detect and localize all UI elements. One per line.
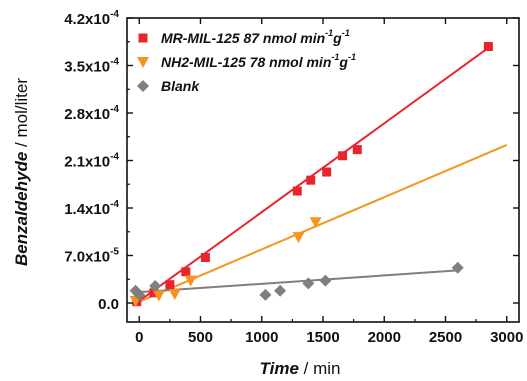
data-point-series-2 bbox=[451, 261, 464, 274]
data-point-series-1 bbox=[152, 290, 165, 302]
axes: 0 500 1000 1500 2000 2500 3000 0.0 7.0x10-5 1.4x1… bbox=[64, 9, 523, 346]
legend-label-0: MR-MIL-125 87 nmol min-1g-1 bbox=[161, 28, 350, 46]
data-point-series-0 bbox=[322, 167, 332, 177]
x-axis-title-main: Time bbox=[260, 359, 299, 378]
y-tick-label: 7.0x10-5 bbox=[64, 247, 119, 266]
y-axis-title: Benzaldehyde / mol/liter bbox=[12, 78, 31, 266]
legend-label-1: NH2-MIL-125 78 nmol min-1g-1 bbox=[161, 52, 356, 70]
data-point-series-2 bbox=[302, 277, 315, 290]
y-axis-title-unit: / mol/liter bbox=[12, 78, 31, 152]
x-tick-label: 2500 bbox=[429, 329, 462, 346]
fit-line-0 bbox=[138, 47, 489, 302]
fit-line-1 bbox=[138, 143, 508, 303]
y-tick-label: 2.1x10-4 bbox=[64, 152, 119, 171]
legend-marker-2 bbox=[137, 80, 149, 92]
x-tick-label: 500 bbox=[188, 329, 213, 346]
y-tick-label: 0.0 bbox=[98, 296, 119, 313]
legend-marker-0 bbox=[138, 33, 148, 43]
y-tick-label: 4.2x10-4 bbox=[64, 9, 119, 28]
data-point-series-2 bbox=[274, 284, 287, 297]
data-point-series-1 bbox=[184, 275, 197, 287]
data-point-series-2 bbox=[149, 280, 162, 293]
y-tick-label: 2.8x10-4 bbox=[64, 104, 119, 123]
x-tick-label: 1500 bbox=[306, 329, 339, 346]
x-tick-label: 2000 bbox=[368, 329, 401, 346]
y-tick-label: 3.5x10-4 bbox=[64, 57, 119, 76]
data-point-series-0 bbox=[165, 280, 175, 290]
x-tick-label: 0 bbox=[135, 329, 143, 346]
data-point-series-2 bbox=[319, 274, 332, 287]
data-point-series-2 bbox=[133, 288, 146, 301]
x-tick-label: 1000 bbox=[245, 329, 278, 346]
x-tick-label: 3000 bbox=[490, 329, 523, 346]
data-point-series-0 bbox=[181, 267, 191, 277]
data-point-series-0 bbox=[483, 42, 493, 51]
data-point-series-1 bbox=[292, 232, 305, 244]
data-point-series-0 bbox=[352, 145, 362, 155]
x-axis-title: Time / min bbox=[260, 359, 341, 378]
fit-line-2 bbox=[139, 269, 458, 294]
y-tick-label: 1.4x10-4 bbox=[64, 199, 119, 218]
data-point-series-2 bbox=[259, 288, 272, 301]
data-point-series-0 bbox=[292, 186, 302, 196]
data-point-series-0 bbox=[306, 175, 316, 185]
x-axis-title-unit: / min bbox=[299, 359, 341, 378]
data-point-series-1 bbox=[309, 217, 322, 229]
data-points bbox=[129, 42, 493, 307]
data-point-series-0 bbox=[338, 151, 348, 161]
y-axis-title-main: Benzaldehyde bbox=[12, 152, 31, 266]
fit-lines bbox=[138, 47, 508, 303]
data-point-series-1 bbox=[168, 289, 181, 301]
legend-marker-1 bbox=[137, 57, 149, 68]
legend: MR-MIL-125 87 nmol min-1g-1 NH2-MIL-125 7… bbox=[137, 28, 356, 94]
legend-label-2: Blank bbox=[161, 78, 200, 94]
data-point-series-0 bbox=[200, 253, 210, 263]
data-point-series-0 bbox=[149, 288, 159, 298]
